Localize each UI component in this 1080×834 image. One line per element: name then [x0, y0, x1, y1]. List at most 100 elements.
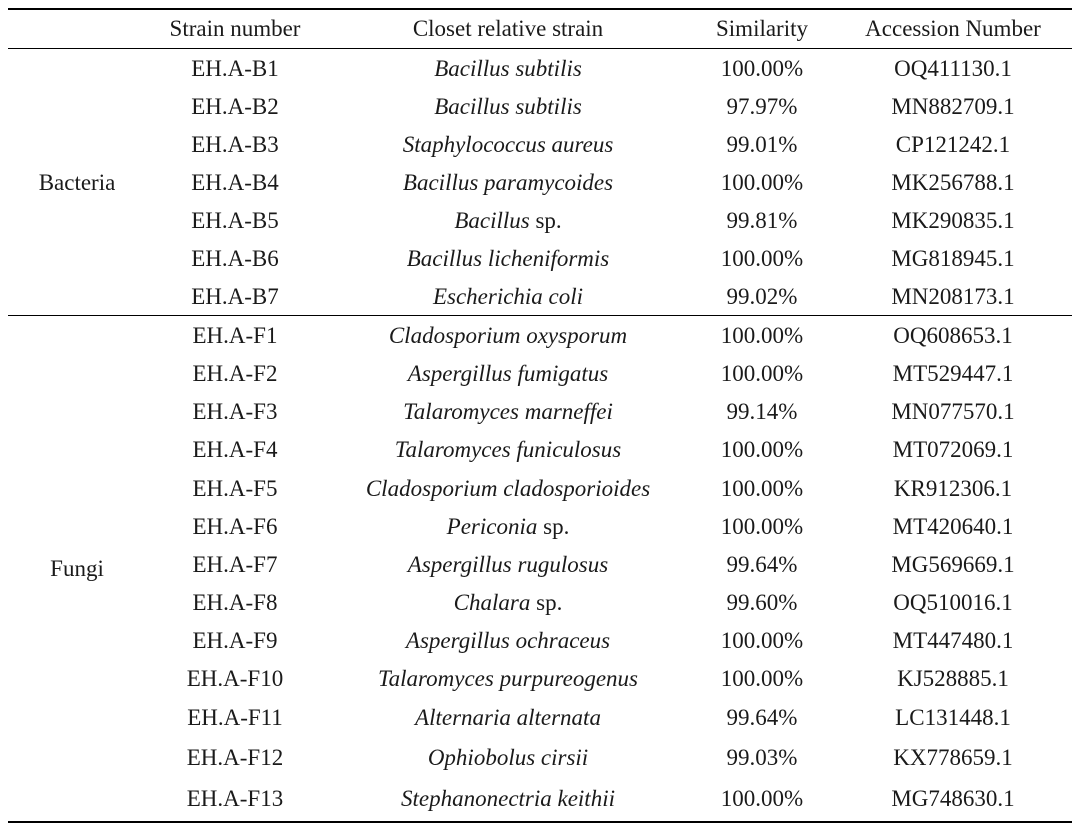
- header-accession-number: Accession Number: [865, 16, 1041, 41]
- closest-relative-cell: Aspergillus ochraceus: [406, 627, 610, 655]
- strain-number-cell: EH.A-F2: [192, 361, 278, 386]
- species-name: Aspergillus rugulosus: [407, 552, 609, 577]
- species-name: Alternaria alternata: [415, 705, 601, 730]
- strain-number-cell: EH.A-F11: [187, 705, 283, 730]
- similarity-cell: 99.60%: [726, 590, 798, 615]
- accession-number-cell: KX778659.1: [893, 745, 1013, 770]
- similarity-cell: 100.00%: [720, 56, 804, 81]
- species-name: Periconia: [446, 514, 538, 539]
- accession-number-cell: MT420640.1: [892, 514, 1014, 539]
- species-name: Stephanonectria keithii: [401, 786, 615, 811]
- accession-number-cell: KJ528885.1: [897, 666, 1009, 691]
- header-similarity: Similarity: [716, 16, 808, 41]
- species-name: Cladosporium oxysporum: [388, 323, 628, 348]
- group-label-bacteria: Bacteria: [38, 170, 116, 195]
- header-strain-number: Strain number: [169, 16, 301, 41]
- strain-number-cell: EH.A-F10: [186, 666, 284, 691]
- closest-relative-cell: Periconia sp.: [447, 513, 570, 541]
- closest-relative-cell: Escherichia coli: [433, 283, 583, 311]
- strain-number-cell: EH.A-F6: [192, 514, 278, 539]
- closest-relative-cell: Staphylococcus aureus: [403, 131, 614, 159]
- strain-number-cell: EH.A-F5: [192, 476, 278, 501]
- similarity-cell: 100.00%: [720, 476, 804, 501]
- species-suffix: sp.: [529, 208, 562, 233]
- accession-number-cell: MG569669.1: [891, 552, 1015, 577]
- strain-number-cell: EH.A-F12: [186, 745, 284, 770]
- similarity-cell: 97.97%: [726, 94, 798, 119]
- similarity-cell: 100.00%: [720, 437, 804, 462]
- accession-number-cell: MG818945.1: [891, 246, 1015, 271]
- species-name: Talaromyces funiculosus: [394, 437, 622, 462]
- strain-number-cell: EH.A-B3: [191, 132, 279, 157]
- accession-number-cell: MK290835.1: [891, 208, 1015, 233]
- similarity-cell: 99.64%: [726, 552, 798, 577]
- accession-number-cell: OQ411130.1: [894, 56, 1012, 81]
- similarity-cell: 99.02%: [726, 284, 798, 309]
- closest-relative-cell: Ophiobolus cirsii: [428, 744, 588, 772]
- closest-relative-cell: Talaromyces marneffei: [403, 398, 613, 426]
- similarity-cell: 99.01%: [726, 132, 798, 157]
- accession-number-cell: MT529447.1: [892, 361, 1014, 386]
- accession-number-cell: MN077570.1: [891, 399, 1015, 424]
- strain-number-cell: EH.A-B4: [191, 170, 279, 195]
- strain-number-cell: EH.A-B5: [191, 208, 279, 233]
- species-name: Bacillus licheniformis: [406, 246, 610, 271]
- species-name: Cladosporium cladosporioides: [365, 476, 651, 501]
- strain-number-cell: EH.A-B1: [191, 56, 279, 81]
- accession-number-cell: MK256788.1: [891, 170, 1015, 195]
- header-closest-relative: Closet relative strain: [412, 16, 604, 41]
- strain-number-cell: EH.A-B6: [191, 246, 279, 271]
- similarity-cell: 99.64%: [726, 705, 798, 730]
- species-name: Bacillus subtilis: [434, 94, 582, 119]
- accession-number-cell: MN882709.1: [891, 94, 1015, 119]
- closest-relative-cell: Bacillus paramycoides: [403, 169, 613, 197]
- accession-number-cell: LC131448.1: [895, 705, 1011, 730]
- strain-number-cell: EH.A-B7: [191, 284, 279, 309]
- similarity-cell: 99.81%: [726, 208, 798, 233]
- table-bottom-rule: [8, 821, 1072, 823]
- similarity-cell: 100.00%: [720, 323, 804, 348]
- group-divider-rule: [8, 315, 1072, 316]
- closest-relative-cell: Cladosporium cladosporioides: [366, 475, 650, 503]
- species-name: Staphylococcus aureus: [402, 132, 614, 157]
- strain-number-cell: EH.A-B2: [191, 94, 279, 119]
- species-name: Talaromyces purpureogenus: [377, 666, 639, 691]
- closest-relative-cell: Bacillus sp.: [454, 207, 561, 235]
- species-name: Aspergillus ochraceus: [405, 628, 611, 653]
- header-bottom-rule: [8, 48, 1072, 49]
- species-name: Bacillus paramycoides: [402, 170, 614, 195]
- species-name: Escherichia coli: [432, 284, 584, 309]
- species-name: Ophiobolus cirsii: [427, 745, 589, 770]
- similarity-cell: 99.14%: [726, 399, 798, 424]
- closest-relative-cell: Talaromyces purpureogenus: [378, 665, 638, 693]
- species-name: Bacillus subtilis: [434, 56, 582, 81]
- similarity-cell: 100.00%: [720, 361, 804, 386]
- closest-relative-cell: Chalara sp.: [454, 589, 563, 617]
- species-name: Talaromyces marneffei: [403, 399, 613, 424]
- species-name: Aspergillus fumigatus: [407, 361, 609, 386]
- closest-relative-cell: Bacillus subtilis: [434, 93, 582, 121]
- similarity-cell: 100.00%: [720, 514, 804, 539]
- similarity-cell: 100.00%: [720, 628, 804, 653]
- accession-number-cell: MT072069.1: [892, 437, 1014, 462]
- strain-number-cell: EH.A-F9: [192, 628, 278, 653]
- species-suffix: sp.: [537, 514, 570, 539]
- closest-relative-cell: Aspergillus fumigatus: [408, 360, 608, 388]
- strain-number-cell: EH.A-F3: [192, 399, 278, 424]
- closest-relative-cell: Aspergillus rugulosus: [408, 551, 608, 579]
- similarity-cell: 100.00%: [720, 246, 804, 271]
- accession-number-cell: KR912306.1: [893, 476, 1013, 501]
- strain-number-cell: EH.A-F4: [192, 437, 278, 462]
- accession-number-cell: MN208173.1: [891, 284, 1015, 309]
- closest-relative-cell: Bacillus licheniformis: [407, 245, 610, 273]
- closest-relative-cell: Stephanonectria keithii: [401, 785, 615, 813]
- species-name: Bacillus: [454, 208, 530, 233]
- similarity-cell: 100.00%: [720, 666, 804, 691]
- closest-relative-cell: Cladosporium oxysporum: [389, 322, 627, 350]
- group-label-fungi: Fungi: [50, 556, 104, 581]
- similarity-cell: 100.00%: [720, 786, 804, 811]
- table-top-rule: [8, 8, 1072, 10]
- closest-relative-cell: Bacillus subtilis: [434, 55, 582, 83]
- accession-number-cell: CP121242.1: [895, 132, 1011, 157]
- accession-number-cell: MT447480.1: [892, 628, 1014, 653]
